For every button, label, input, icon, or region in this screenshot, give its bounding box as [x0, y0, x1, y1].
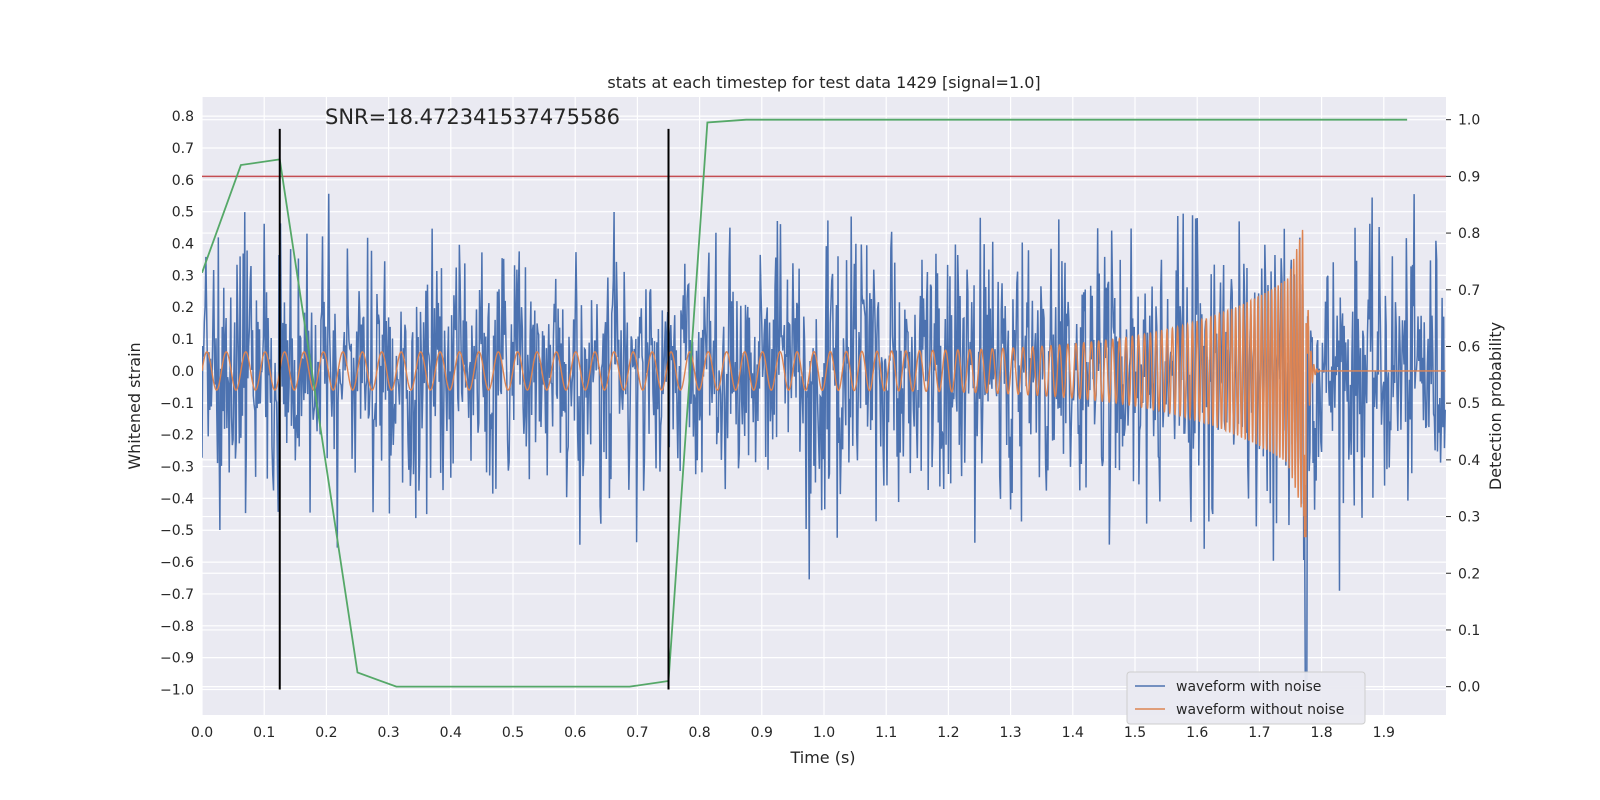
y2-axis-title: Detection probability	[1486, 322, 1505, 490]
y-tick-label: −0.2	[160, 428, 194, 444]
y-tick-label: −0.8	[160, 619, 194, 635]
y-tick-label: −0.6	[160, 555, 194, 571]
x-tick-label: 0.6	[564, 725, 586, 741]
x-tick-label: 0.3	[377, 725, 399, 741]
chart-title: stats at each timestep for test data 142…	[607, 73, 1040, 92]
x-tick-label: 1.1	[875, 725, 897, 741]
series-line-waveform-without-noise	[202, 229, 1446, 538]
x-tick-label: 0.8	[688, 725, 710, 741]
y-axis-title: Whitened strain	[125, 342, 144, 469]
y2-tick-label: 0.1	[1458, 623, 1480, 639]
y2-tick-label: 0.4	[1458, 453, 1480, 469]
legend-label-clean: waveform without noise	[1176, 702, 1344, 718]
x-axis-title: Time (s)	[789, 748, 855, 767]
y-tick-label: 0.6	[172, 173, 194, 189]
y2-tick-label: 0.5	[1458, 396, 1480, 412]
y-tick-label: −0.5	[160, 523, 194, 539]
x-tick-label: 0.1	[253, 725, 275, 741]
y-tick-label: 0.2	[172, 300, 194, 316]
y2-tick-label: 0.9	[1458, 169, 1480, 185]
y-tick-label: 0.1	[172, 332, 194, 348]
legend-box	[1126, 671, 1366, 725]
y-tick-label: 0.7	[172, 141, 194, 157]
x-tick-label: 1.8	[1310, 725, 1332, 741]
x-tick-label: 0.0	[191, 725, 213, 741]
x-tick-label: 1.3	[999, 725, 1021, 741]
x-tick-label: 1.4	[1062, 725, 1084, 741]
y2-tick-label: 0.0	[1458, 680, 1480, 696]
x-tick-label: 1.2	[937, 725, 959, 741]
y-tick-label: −0.7	[160, 587, 194, 603]
y-tick-label: 0.0	[172, 364, 194, 380]
snr-annotation: SNR=18.472341537475586	[325, 105, 620, 129]
y-tick-label: −1.0	[160, 683, 194, 699]
x-tick-label: 1.7	[1248, 725, 1270, 741]
x-tick-label: 1.0	[813, 725, 835, 741]
legend-label-noise: waveform with noise	[1176, 679, 1321, 695]
x-tick-label: 1.5	[1124, 725, 1146, 741]
x-tick-label: 0.4	[440, 725, 462, 741]
y-tick-label: −0.1	[160, 396, 194, 412]
y-tick-label: −0.3	[160, 460, 194, 476]
y2-tick-label: 0.8	[1458, 226, 1480, 242]
y2-tick-label: 0.7	[1458, 283, 1480, 299]
x-tick-label: 1.9	[1373, 725, 1395, 741]
y-tick-label: −0.4	[160, 491, 194, 507]
x-tick-label: 0.9	[751, 725, 773, 741]
x-tick-label: 0.2	[315, 725, 337, 741]
y-tick-label: 0.4	[172, 237, 194, 253]
x-tick-label: 0.5	[502, 725, 524, 741]
series-line-detection-probability	[202, 118, 1408, 688]
legend: waveform with noise waveform without noi…	[1126, 671, 1366, 725]
y2-tick-label: 1.0	[1458, 113, 1480, 129]
x-tick-label: 0.7	[626, 725, 648, 741]
series-clip-group	[202, 118, 1446, 690]
series-layer	[202, 118, 1446, 690]
y2-tick-label: 0.6	[1458, 339, 1480, 355]
y-tick-label: 0.3	[172, 268, 194, 284]
y-tick-label: −0.9	[160, 651, 194, 667]
y-tick-label: 0.5	[172, 205, 194, 221]
y-tick-label: 0.8	[172, 109, 194, 125]
ticks-layer: 0.0 0.1 0.2 0.3 0.4 0.5 0.6 0.7 0.8 0.9 1.0 1.1 1.2 1…	[160, 109, 1480, 741]
y2-tick-label: 0.3	[1458, 510, 1480, 526]
y2-tick-label: 0.2	[1458, 566, 1480, 582]
x-tick-label: 1.6	[1186, 725, 1208, 741]
